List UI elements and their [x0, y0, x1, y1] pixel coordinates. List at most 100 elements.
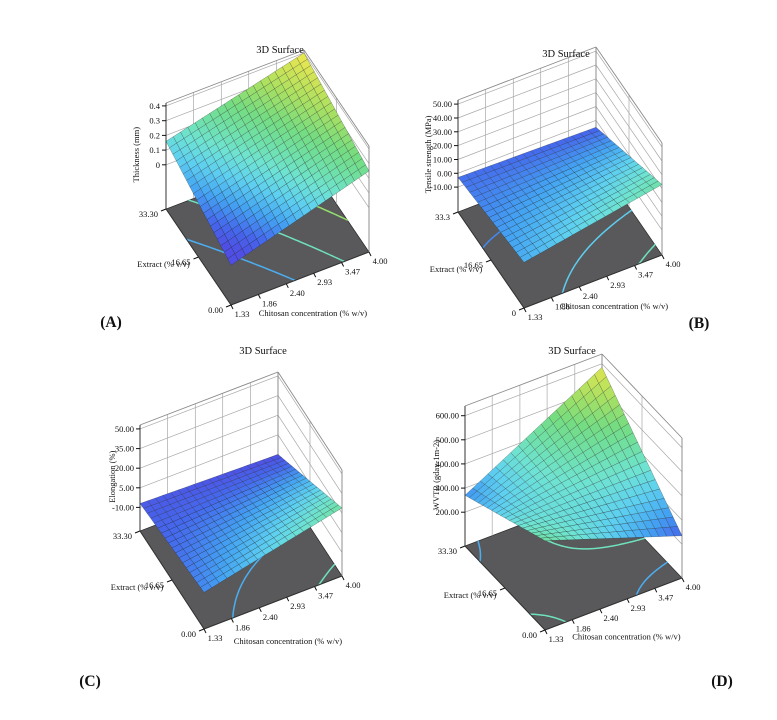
grid-line — [523, 307, 527, 313]
surface-mesh-D — [464, 366, 683, 541]
grid-line — [457, 78, 597, 133]
x-tick-label-B: 4.00 — [666, 259, 681, 269]
y-tick-label-D: 0.00 — [522, 630, 537, 640]
grid-line — [544, 577, 683, 631]
x-tick-label-C: 1.33 — [208, 633, 223, 643]
z-tick-label-B: 40.00 — [433, 113, 452, 123]
grid-line — [457, 50, 597, 105]
x-tick-label-A: 2.93 — [317, 277, 332, 287]
x-axis-title-A: Chitosan concentration (% w/v) — [259, 308, 368, 318]
plot-title-D: 3D Surface — [548, 346, 596, 357]
z-tick-label-D: 500.00 — [436, 435, 459, 445]
x-axis-title-C: Chitosan concentration (% w/v) — [234, 636, 343, 646]
panel-letter-D: (D) — [711, 673, 733, 690]
grid-line — [139, 414, 279, 469]
x-tick-label-B: 2.40 — [583, 291, 598, 301]
grid-line — [485, 259, 492, 263]
grid-line — [457, 92, 597, 146]
y-tick-label-C: 33.30 — [113, 531, 132, 541]
grid-line — [313, 272, 317, 278]
grid-line — [165, 52, 305, 107]
grid-line — [457, 64, 597, 119]
plot-title-C: 3D Surface — [239, 346, 287, 357]
x-tick-label-C: 3.47 — [318, 591, 333, 601]
grid-line — [139, 375, 279, 430]
grid-line — [457, 106, 597, 160]
y-tick-label-B: 33.3 — [435, 212, 450, 222]
y-tick-label-D: 33.30 — [438, 546, 457, 556]
grid-line — [464, 363, 603, 417]
grid-line — [626, 598, 630, 604]
z-tick-label-D: 200.00 — [436, 507, 459, 517]
x-tick-label-A: 1.33 — [235, 309, 250, 319]
x-tick-label-A: 4.00 — [373, 256, 388, 266]
grid-line — [578, 286, 582, 292]
grid-line — [198, 628, 205, 632]
y-axis-title-C: Extract (% v/v) — [111, 582, 164, 592]
x-tick-label-B: 2.93 — [610, 280, 625, 290]
y-tick-label-B: 16.65 — [464, 260, 483, 270]
panel-C: -10.00 5.00 20.00 35.00 50.00 1.33 1.86 2.40 2.9… — [79, 346, 360, 690]
grid-line — [139, 395, 279, 449]
x-tick-label-C: 2.93 — [290, 601, 305, 611]
x-tick-label-C: 2.40 — [263, 612, 278, 622]
z-tick-label-B: -10.00 — [430, 182, 452, 192]
y-tick-label-B: 0 — [512, 308, 516, 318]
grid-line — [499, 587, 506, 591]
z-tick-label-A: 0 — [156, 160, 160, 170]
x-tick-label-D: 1.86 — [576, 624, 591, 634]
surface-mesh-C — [139, 454, 343, 593]
grid-line — [571, 619, 575, 624]
z-tick-label-A: 0.4 — [149, 101, 160, 111]
grid-line — [277, 371, 343, 471]
x-tick-label-C: 1.86 — [235, 623, 250, 633]
grid-line — [134, 530, 141, 534]
axes-D: 200.00 300.00 400.00 500.00 600.00 1.33 1.86 2.… — [431, 406, 700, 644]
x-tick-label-D: 1.33 — [549, 634, 564, 644]
grid-line — [139, 434, 279, 489]
z-tick-label-B: 10.00 — [433, 155, 452, 165]
grid-line — [518, 307, 525, 311]
z-axis-title-C: Elongation (%) — [107, 450, 117, 502]
z-tick-label-D: 300.00 — [436, 483, 459, 493]
surface-mesh-B — [457, 126, 663, 263]
grid-line — [599, 608, 603, 614]
plot-title-B: 3D Surface — [542, 49, 590, 60]
z-tick-label-C: -10.00 — [112, 502, 134, 512]
z-tick-label-B: 30.00 — [433, 127, 452, 137]
grid-line — [457, 119, 597, 174]
grid-line — [523, 254, 663, 309]
y-tick-label-D: 16.65 — [478, 588, 497, 598]
grid-line — [661, 254, 665, 260]
grid-line — [286, 596, 290, 602]
z-axis-title-A: Thickness (mm) — [131, 127, 141, 183]
grid-line — [139, 371, 279, 426]
y-axis-title-A: Extract (% v/v) — [137, 259, 190, 269]
z-tick-label-D: 600.00 — [436, 411, 459, 421]
grid-line — [341, 262, 345, 267]
z-axis-title-B: Tensile strength (MPa) — [423, 115, 433, 193]
y-axis-title-D: Extract (% v/v) — [444, 590, 497, 600]
grid-line — [314, 586, 318, 591]
grid-line — [230, 304, 234, 310]
grid-line — [459, 545, 466, 549]
panel-D: 200.00 300.00 400.00 500.00 600.00 1.33 1.86 2.… — [431, 346, 733, 690]
surface-cell — [519, 252, 533, 263]
grid-line — [303, 49, 370, 147]
grid-line — [257, 294, 261, 299]
grid-line — [464, 353, 603, 407]
grid-line — [230, 618, 234, 623]
y-tick-label-A: 33.30 — [139, 209, 158, 219]
grid-line — [681, 577, 685, 583]
panel-A: 0 0.1 0.2 0.3 0.4 1.33 1.86 2.40 2.93 3.47 4.00 0.0… — [100, 45, 387, 331]
axes-A: 0 0.1 0.2 0.3 0.4 1.33 1.86 2.40 2.93 3.47 4.00 0.0… — [131, 101, 387, 319]
grid-line — [258, 607, 262, 613]
grid-line — [166, 579, 173, 583]
grid-line — [606, 275, 610, 281]
surface-cell — [200, 582, 213, 593]
x-tick-label-D: 3.47 — [658, 592, 673, 602]
grid-line — [160, 208, 167, 212]
grid-line — [203, 575, 343, 630]
